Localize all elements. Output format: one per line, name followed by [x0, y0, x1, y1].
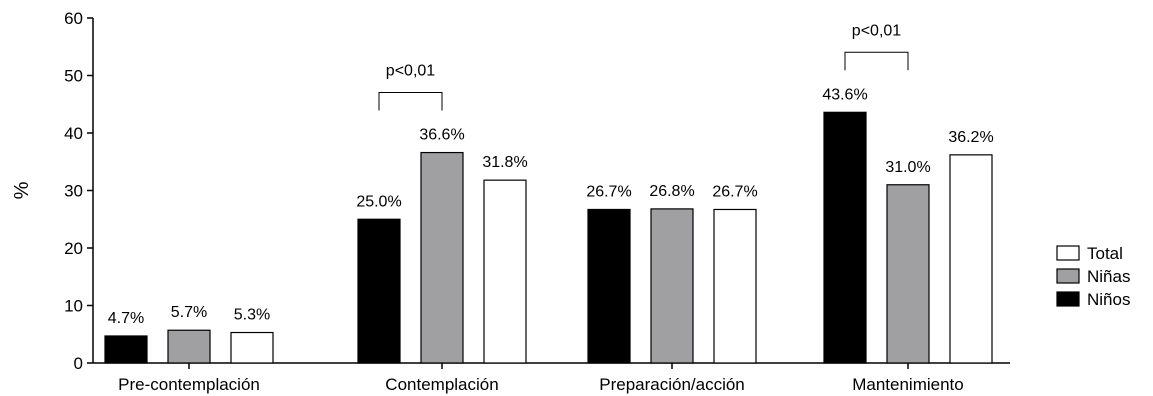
legend-label: Total [1087, 244, 1123, 263]
x-category-label: Contemplación [385, 375, 498, 394]
data-label: 31.8% [482, 154, 527, 171]
data-label: 26.7% [586, 183, 631, 200]
x-category-label: Preparación/acción [599, 375, 745, 394]
y-tick-label: 0 [74, 354, 83, 373]
significance-label: p<0,01 [386, 63, 435, 80]
data-label: 36.2% [948, 129, 993, 146]
y-tick-label: 30 [64, 182, 83, 201]
bar-total-3 [949, 154, 993, 364]
y-tick-label: 20 [64, 239, 83, 258]
data-label: 4.7% [108, 310, 144, 327]
significance-bracket [844, 51, 909, 71]
legend-swatch-ninas [1056, 268, 1080, 284]
bar-total-1 [483, 179, 527, 364]
significance-bracket [378, 92, 443, 111]
data-label: 43.6% [822, 86, 867, 103]
y-axis-title: % [11, 181, 33, 199]
significance-label: p<0,01 [852, 22, 901, 39]
data-label: 31.0% [885, 159, 930, 176]
bar-total-0 [230, 331, 274, 364]
x-category-label: Mantenimiento [852, 375, 964, 394]
x-category-label: Pre-contemplación [118, 375, 260, 394]
bar-ninos-0 [104, 335, 148, 364]
bar-ninos-2 [587, 208, 631, 364]
data-label: 36.6% [419, 127, 464, 144]
legend-swatch-total [1056, 245, 1080, 261]
bar-ninas-3 [886, 184, 930, 364]
y-tick-label: 50 [64, 67, 83, 86]
y-tick-label: 40 [64, 124, 83, 143]
data-label: 26.7% [712, 183, 757, 200]
data-label: 5.3% [234, 307, 270, 324]
bar-ninas-0 [167, 329, 211, 364]
bar-ninas-2 [650, 208, 694, 364]
bar-ninas-1 [420, 151, 464, 364]
legend-label: Niños [1087, 290, 1130, 309]
y-tick-label: 60 [64, 9, 83, 28]
data-label: 25.0% [356, 193, 401, 210]
legend-label: Niñas [1087, 267, 1130, 286]
bar-total-2 [713, 208, 757, 364]
y-tick-label: 10 [64, 297, 83, 316]
data-label: 5.7% [171, 304, 207, 321]
legend-swatch-ninos [1056, 291, 1080, 307]
data-label: 26.8% [649, 183, 694, 200]
bar-ninos-1 [357, 218, 401, 364]
bar-ninos-3 [823, 111, 867, 364]
